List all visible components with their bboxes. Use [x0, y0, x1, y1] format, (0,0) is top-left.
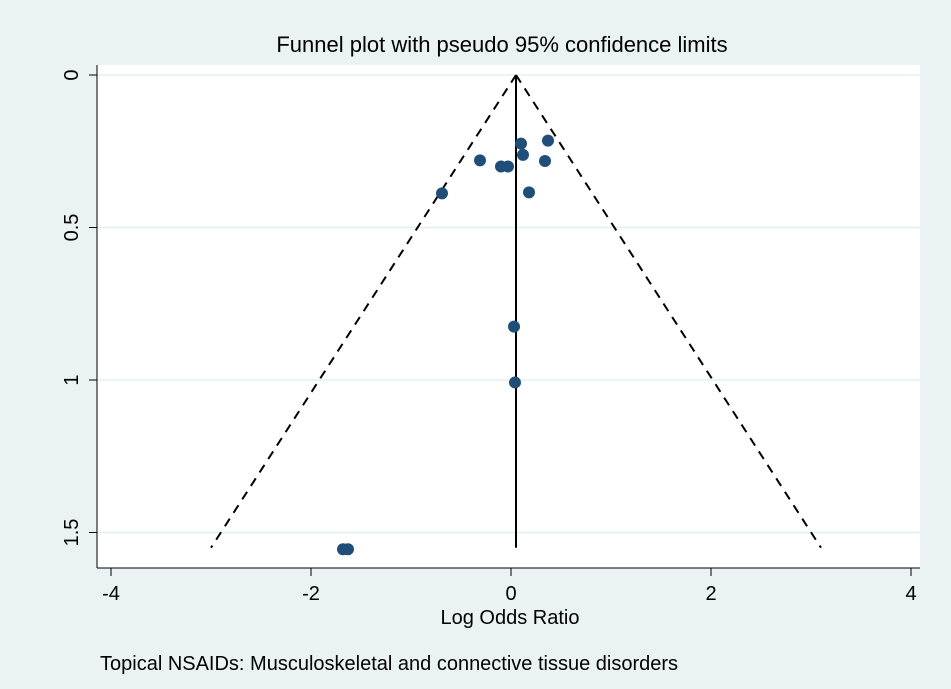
data-point-10: [509, 376, 521, 389]
x-tick-label-2: 0: [505, 583, 516, 605]
axes: -4 -2 0 2 4 0 0.5 1 1.5: [61, 65, 920, 605]
data-point-2: [517, 148, 529, 161]
data-point-12: [342, 543, 354, 556]
y-tick-label-1: 0.5: [61, 214, 83, 242]
upper-confidence-limit: [515, 74, 822, 549]
data-point-7: [436, 187, 448, 200]
data-point-4: [539, 155, 551, 168]
chart-title: Funnel plot with pseudo 95% confidence l…: [276, 32, 727, 57]
confidence-funnel: [210, 74, 822, 549]
x-tick-label-0: -4: [102, 583, 120, 605]
grid-lines: [97, 74, 920, 534]
y-tick-label-2: 1: [61, 374, 83, 385]
y-tick-label-3: 1.5: [61, 519, 83, 547]
lower-confidence-limit: [210, 74, 517, 549]
data-point-8: [523, 186, 535, 199]
plot-area: [97, 65, 920, 568]
x-tick-label-3: 2: [705, 583, 716, 605]
y-tick-label-0: 0: [61, 69, 83, 80]
data-point-0: [542, 134, 554, 147]
chart-note: Topical NSAIDs: Musculoskeletal and conn…: [100, 653, 678, 675]
x-axis-label: Log Odds Ratio: [441, 607, 580, 629]
data-point-6: [502, 160, 514, 173]
x-tick-label-1: -2: [302, 583, 320, 605]
x-tick-label-4: 4: [905, 583, 916, 605]
data-point-9: [508, 320, 520, 333]
study-points: [337, 134, 554, 556]
data-point-3: [474, 154, 486, 167]
data-point-1: [515, 137, 527, 150]
